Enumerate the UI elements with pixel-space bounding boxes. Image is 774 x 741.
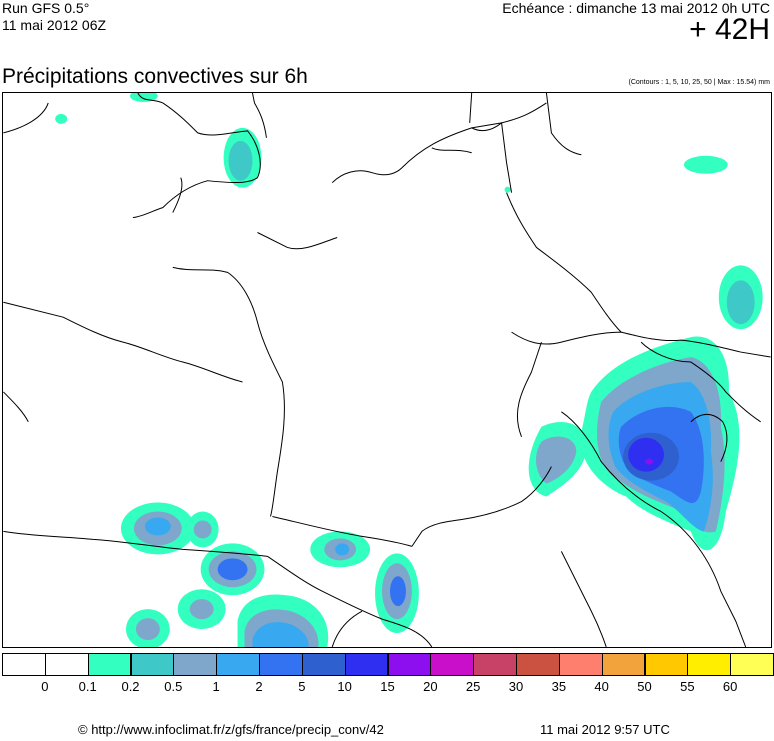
footer-date: 11 mai 2012 9:57 UTC [540, 722, 670, 737]
scale-swatch [44, 653, 89, 676]
scale-swatch [473, 653, 517, 676]
scale-swatch [344, 653, 389, 676]
scale-label: 0.1 [78, 679, 97, 694]
scale-label: 35 [551, 679, 567, 694]
scale-label: 50 [637, 679, 652, 694]
coastlines [3, 93, 771, 647]
scale-labels: 0 0.1 0.2 0.5 1 2 5 10 15 20 25 30 35 40 50 55 60 [0, 679, 774, 697]
scale-label: 0.5 [164, 679, 183, 694]
scale-label: 25 [465, 679, 481, 694]
scale-label: 15 [380, 679, 395, 694]
map-title: Précipitations convectives sur 6h [2, 65, 308, 88]
lead-time: + 42H [689, 13, 770, 46]
scale-swatch [130, 653, 175, 676]
scale-swatch [730, 653, 774, 676]
scale-swatch [687, 653, 732, 676]
scale-label: 60 [722, 679, 738, 694]
scale-swatch [259, 653, 303, 676]
scale-label: 0 [41, 679, 49, 694]
scale-swatch [430, 653, 475, 676]
scale-swatch [173, 653, 218, 676]
scale-label: 40 [594, 679, 609, 694]
scale-swatch [558, 653, 603, 676]
scale-label: 55 [680, 679, 695, 694]
run-label: Run GFS 0.5° [2, 0, 90, 16]
scale-swatch [601, 653, 646, 676]
echeance-text: Echéance : dimanche 13 mai 2012 0h UTC [502, 0, 770, 16]
precipitation-map [2, 92, 772, 648]
scale-swatch [516, 653, 560, 676]
scale-swatch [387, 653, 432, 676]
scale-swatch [644, 653, 689, 676]
scale-swatch [87, 653, 132, 676]
contours-note: (Contours : 1, 5, 10, 25, 50 | Max : 15.… [628, 79, 771, 86]
scale-label: 20 [423, 679, 438, 694]
scale-label: 5 [298, 679, 306, 694]
run-date: 11 mai 2012 06Z [2, 17, 107, 33]
scale-label: 0.2 [121, 679, 140, 694]
scale-swatch [301, 653, 346, 676]
color-scale [2, 653, 774, 676]
scale-label: 10 [337, 679, 352, 694]
scale-label: 1 [212, 679, 220, 694]
scale-swatch [216, 653, 260, 676]
scale-swatch [2, 653, 46, 676]
scale-label: 2 [255, 679, 263, 694]
precip-areas [55, 93, 763, 647]
scale-label: 30 [508, 679, 524, 694]
footer-url: © http://www.infoclimat.fr/z/gfs/france/… [78, 722, 384, 737]
run-info: Run GFS 0.5° 11 mai 2012 06Z [2, 0, 106, 34]
